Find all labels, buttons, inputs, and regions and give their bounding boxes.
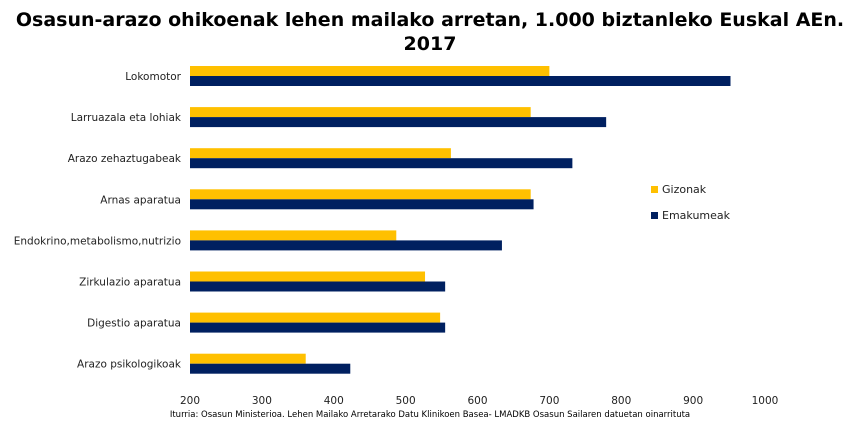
category-labels: Lokomotor Larruazala eta lohiak Arazo zeha… (14, 71, 182, 371)
category-label: Endokrino,metabolismo,nutrizio (14, 235, 181, 247)
legend-swatch-emakumeak (651, 211, 658, 219)
x-tick-label: 600 (467, 395, 487, 407)
bar-emakumeak-6 (190, 322, 446, 333)
category-label: Lokomotor (125, 71, 181, 83)
bar-emakumeak-5 (190, 281, 446, 292)
legend-label-emakumeak: Emakumeak (662, 208, 731, 222)
x-tick-label: 500 (396, 395, 416, 407)
x-tick-label: 300 (252, 395, 272, 407)
chart-title-line-2: 2017 (403, 33, 457, 55)
bar-emakumeak-3 (190, 199, 534, 210)
bar-gizonak-2 (190, 148, 451, 159)
chart-title: Osasun-arazo ohikoenak lehen mailako arr… (0, 8, 860, 56)
x-tick-label: 700 (539, 395, 559, 407)
category-label: Digestio aparatua (87, 318, 181, 330)
bars-group (190, 66, 731, 374)
x-axis-ticks: 200 300 400 500 600 700 800 900 1000 (180, 395, 778, 407)
x-tick-label: 1000 (752, 395, 779, 407)
x-tick-label: 400 (324, 395, 344, 407)
legend-item-emakumeak: Emakumeak (651, 208, 730, 222)
legend: Gizonak Emakumeak (651, 182, 730, 234)
bar-gizonak-6 (190, 312, 441, 323)
x-tick-label: 800 (611, 395, 631, 407)
bar-gizonak-4 (190, 230, 397, 241)
bar-emakumeak-0 (190, 76, 731, 86)
category-label: Arazo zehaztugabeak (68, 153, 182, 165)
bar-emakumeak-1 (190, 117, 607, 128)
bar-emakumeak-7 (190, 363, 351, 374)
legend-item-gizonak: Gizonak (651, 182, 730, 196)
bar-gizonak-1 (190, 107, 531, 118)
x-tick-label: 200 (180, 395, 200, 407)
bar-emakumeak-4 (190, 240, 502, 251)
category-label: Arazo psikologikoak (77, 359, 182, 371)
category-label: Zirkulazio aparatua (79, 277, 181, 289)
legend-label-gizonak: Gizonak (662, 182, 707, 196)
bar-gizonak-0 (190, 66, 550, 76)
chart-title-line-1: Osasun-arazo ohikoenak lehen mailako arr… (15, 9, 845, 31)
bar-gizonak-3 (190, 189, 531, 200)
bar-gizonak-7 (190, 353, 306, 364)
source-note: Iturria: Osasun Ministerioa. Lehen Maila… (169, 410, 691, 420)
bar-emakumeak-2 (190, 158, 573, 169)
legend-swatch-gizonak (651, 185, 658, 193)
category-label: Arnas aparatua (100, 194, 181, 206)
x-tick-label: 900 (683, 395, 703, 407)
bar-gizonak-5 (190, 271, 426, 282)
category-label: Larruazala eta lohiak (71, 112, 182, 124)
